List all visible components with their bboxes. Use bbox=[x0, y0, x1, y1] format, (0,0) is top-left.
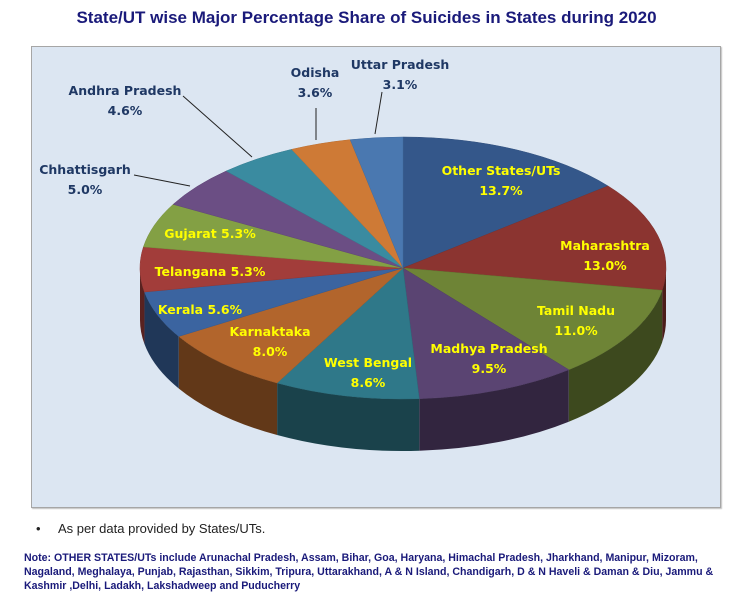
leader-line-chhattisgarh bbox=[133, 174, 191, 187]
slice-name-karnaktaka: Karnaktaka bbox=[229, 324, 310, 339]
pie-side-kerala bbox=[144, 292, 179, 389]
slice-name-chhattisgarh: Chhattisgarh bbox=[39, 162, 131, 177]
chart-title: State/UT wise Major Percentage Share of … bbox=[76, 8, 657, 27]
pie-labels: Other States/UTs 13.7% Maharashtra 13.0% Tam… bbox=[39, 57, 650, 390]
slice-value-madhya-pradesh: 9.5% bbox=[472, 361, 507, 376]
slice-label-telangana: Telangana 5.3% bbox=[155, 264, 266, 279]
slice-name-odisha: Odisha bbox=[291, 65, 340, 80]
pie-slice-uttar-pradesh bbox=[349, 136, 404, 269]
pie-slice-maharashtra bbox=[402, 185, 667, 291]
pie-chart: Other States/UTs 13.7% Maharashtra 13.0% Tam… bbox=[39, 57, 667, 451]
pie-side-madhya-pradesh bbox=[419, 369, 569, 451]
footnote-text: As per data provided by States/UTs. bbox=[58, 521, 266, 536]
slice-value-tamil-nadu: 11.0% bbox=[554, 323, 598, 338]
pie-slice-other-states-uts bbox=[402, 136, 609, 269]
slice-value-west-bengal: 8.6% bbox=[351, 375, 386, 390]
footnote: • As per data provided by States/UTs. bbox=[36, 521, 265, 536]
pie-side-karnaktaka bbox=[178, 336, 278, 436]
slice-name-tamil-nadu: Tamil Nadu bbox=[537, 303, 615, 318]
slice-name-uttar-pradesh: Uttar Pradesh bbox=[351, 57, 450, 72]
pie-side-maharashtra bbox=[662, 268, 666, 343]
pie-slice-west-bengal bbox=[276, 267, 420, 400]
leader-line-uttar-pradesh bbox=[374, 91, 383, 135]
bullet-icon: • bbox=[36, 521, 41, 536]
slice-name-andhra-pradesh: Andhra Pradesh bbox=[69, 83, 182, 98]
pie-side-west-bengal bbox=[277, 383, 420, 451]
slice-name-west-bengal: West Bengal bbox=[324, 355, 412, 370]
note-text: Note: OTHER STATES/UTs include Arunachal… bbox=[24, 552, 714, 592]
slice-label-kerala: Kerala 5.6% bbox=[158, 302, 243, 317]
slice-value-karnaktaka: 8.0% bbox=[253, 344, 288, 359]
slice-name-maharashtra: Maharashtra bbox=[560, 238, 650, 253]
slice-label-gujarat: Gujarat 5.3% bbox=[164, 226, 256, 241]
leader-line-andhra-pradesh bbox=[182, 95, 253, 158]
slice-value-chhattisgarh: 5.0% bbox=[68, 182, 103, 197]
pie-side-tamil-nadu bbox=[568, 290, 663, 422]
pie-top bbox=[139, 136, 667, 400]
pie-slice-tamil-nadu bbox=[402, 267, 663, 370]
slice-value-other-states-uts: 13.7% bbox=[479, 183, 523, 198]
pie-slice-karnaktaka bbox=[178, 267, 404, 384]
slice-value-maharashtra: 13.0% bbox=[583, 258, 627, 273]
slice-name-madhya-pradesh: Madhya Pradesh bbox=[430, 341, 547, 356]
slice-name-other-states-uts: Other States/UTs bbox=[442, 163, 561, 178]
pie-slice-madhya-pradesh bbox=[402, 267, 570, 400]
slice-value-odisha: 3.6% bbox=[298, 85, 333, 100]
slice-value-uttar-pradesh: 3.1% bbox=[383, 77, 418, 92]
slice-value-andhra-pradesh: 4.6% bbox=[108, 103, 143, 118]
pie-side-telangana bbox=[140, 268, 145, 345]
pie-sides bbox=[140, 268, 666, 451]
